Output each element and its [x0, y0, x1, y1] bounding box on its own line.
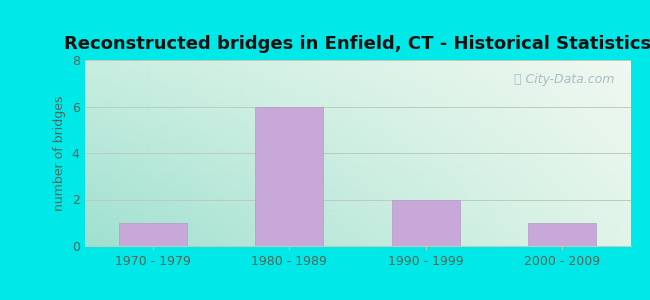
- Bar: [391, 200, 460, 246]
- Title: Reconstructed bridges in Enfield, CT - Historical Statistics: Reconstructed bridges in Enfield, CT - H…: [64, 35, 650, 53]
- Bar: [528, 223, 597, 246]
- Y-axis label: number of bridges: number of bridges: [53, 95, 66, 211]
- Text: ⦿ City-Data.com: ⦿ City-Data.com: [514, 73, 614, 86]
- Bar: [118, 223, 187, 246]
- Bar: [255, 106, 324, 246]
